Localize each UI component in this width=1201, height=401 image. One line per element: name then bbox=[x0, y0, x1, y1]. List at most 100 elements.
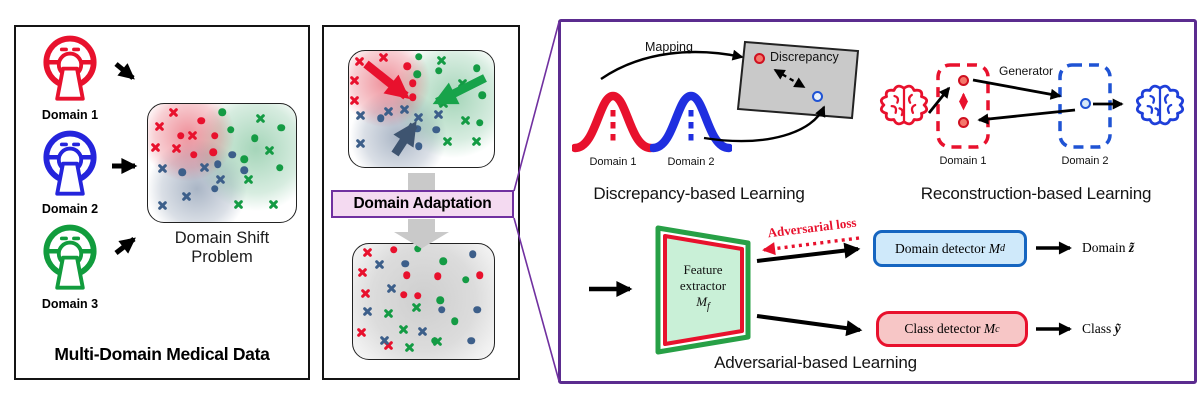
scatter-point bbox=[264, 145, 274, 155]
scatter-point bbox=[155, 121, 165, 131]
scatter-point bbox=[411, 302, 421, 312]
scatter-point bbox=[269, 199, 279, 209]
generator-label: Generator bbox=[998, 64, 1054, 78]
domain1-sample-point bbox=[958, 75, 969, 86]
feature-extractor-symbol: Mf bbox=[696, 294, 710, 313]
domain2-dashed-box bbox=[1058, 63, 1112, 149]
gaussian-curve-domain1 bbox=[572, 91, 654, 153]
scatter-point bbox=[354, 56, 364, 66]
scatter-point bbox=[181, 191, 191, 201]
brain-icon-domain1 bbox=[879, 84, 929, 126]
scatter-point bbox=[379, 336, 389, 346]
domain-output-label: Domain z̃ bbox=[1082, 240, 1135, 255]
scatter-point bbox=[390, 246, 398, 254]
reconstruction-domain2-label: Domain 2 bbox=[1061, 155, 1109, 167]
scatter-point bbox=[356, 139, 366, 149]
scatter-point bbox=[178, 168, 186, 177]
scatter-point bbox=[439, 257, 447, 265]
scatter-point bbox=[457, 78, 467, 88]
scatter-point bbox=[433, 337, 443, 347]
scatter-point bbox=[275, 163, 284, 172]
scatter-point bbox=[383, 308, 393, 318]
scatter-point bbox=[216, 175, 226, 185]
scatter-point bbox=[434, 110, 444, 120]
scatter-point bbox=[472, 136, 482, 146]
scatter-point bbox=[197, 116, 206, 125]
scatter-point bbox=[383, 106, 393, 116]
scatter-point bbox=[438, 98, 448, 108]
scatter-point bbox=[227, 126, 235, 134]
feature-extractor-text: Feature extractor Mf bbox=[659, 262, 747, 316]
domain2-sample-point bbox=[1080, 98, 1091, 109]
scatter-point bbox=[250, 134, 259, 142]
scatter-point bbox=[171, 144, 181, 154]
scatter-point bbox=[379, 53, 389, 63]
mri-scanner-icon-domain1 bbox=[43, 35, 97, 101]
domain2-label: Domain 2 bbox=[41, 202, 99, 216]
scatter-point bbox=[356, 328, 366, 338]
class-output-label: Class ỹ bbox=[1082, 321, 1121, 336]
discrepancy-domain2-label: Domain 2 bbox=[667, 156, 715, 168]
scatter-point bbox=[209, 148, 217, 157]
scatter-point bbox=[437, 55, 447, 65]
scatter-point bbox=[168, 107, 178, 117]
discrepancy-label: Discrepancy bbox=[770, 50, 839, 64]
scatter-before-adaptation bbox=[348, 50, 495, 168]
domain2-feature-point bbox=[812, 91, 823, 102]
scatter-point bbox=[350, 75, 360, 85]
scatter-point bbox=[414, 112, 424, 122]
scatter-point bbox=[233, 199, 243, 209]
scatter-point bbox=[158, 200, 168, 210]
class-detector-label: Class detector bbox=[904, 321, 981, 336]
mapping-label: Mapping bbox=[645, 40, 693, 54]
scatter-point bbox=[417, 326, 427, 336]
scatter-point bbox=[213, 160, 222, 168]
scatter-point bbox=[432, 126, 440, 134]
domain1-feature-point bbox=[754, 53, 765, 64]
reconstruction-caption: Reconstruction-based Learning bbox=[920, 184, 1152, 203]
scatter-point bbox=[462, 275, 470, 284]
scatter-point bbox=[409, 93, 417, 102]
scatter-point bbox=[401, 259, 409, 268]
scatter-point bbox=[469, 250, 477, 259]
scatter-point bbox=[190, 150, 198, 159]
scatter-after-adaptation bbox=[352, 243, 495, 360]
scatter-point bbox=[436, 296, 445, 305]
callout-line-bottom bbox=[513, 217, 560, 382]
scatter-point bbox=[433, 272, 442, 280]
gaussian-curve-domain2 bbox=[650, 91, 732, 153]
scatter-point bbox=[228, 150, 237, 159]
mri-scanner-icon-domain2 bbox=[43, 130, 97, 196]
scatter-point bbox=[472, 64, 481, 73]
scatter-point bbox=[414, 244, 422, 253]
discrepancy-domain1-label: Domain 1 bbox=[589, 156, 637, 168]
scatter-point bbox=[210, 132, 219, 140]
scatter-point bbox=[475, 119, 484, 127]
adversarial-caption: Adversarial-based Learning bbox=[714, 353, 917, 372]
scatter-point bbox=[404, 343, 414, 353]
scatter-point bbox=[399, 104, 409, 114]
domain-shift-caption: Domain Shift Problem bbox=[147, 229, 297, 267]
scatter-point bbox=[377, 114, 385, 123]
scatter-point bbox=[476, 271, 484, 279]
scatter-point bbox=[402, 271, 411, 279]
scatter-point bbox=[409, 79, 417, 88]
scatter-point bbox=[414, 53, 423, 61]
scatter-point bbox=[413, 124, 421, 133]
domain1-label: Domain 1 bbox=[41, 108, 99, 122]
feature-extractor-line1: Feature bbox=[683, 262, 723, 277]
scatter-point bbox=[187, 131, 197, 141]
scatter-point bbox=[399, 324, 409, 334]
brain-icon-domain2 bbox=[1135, 84, 1185, 126]
callout-line-top bbox=[513, 21, 560, 192]
left-panel-title: Multi-Domain Medical Data bbox=[54, 344, 270, 364]
scatter-point bbox=[361, 288, 371, 298]
scatter-point bbox=[158, 164, 168, 174]
scatter-point bbox=[244, 175, 254, 185]
domain-shift-caption-line2: Problem bbox=[191, 248, 253, 266]
domain-shift-scatter-plot bbox=[147, 103, 297, 223]
scatter-point bbox=[358, 268, 368, 278]
scatter-point bbox=[240, 166, 248, 174]
